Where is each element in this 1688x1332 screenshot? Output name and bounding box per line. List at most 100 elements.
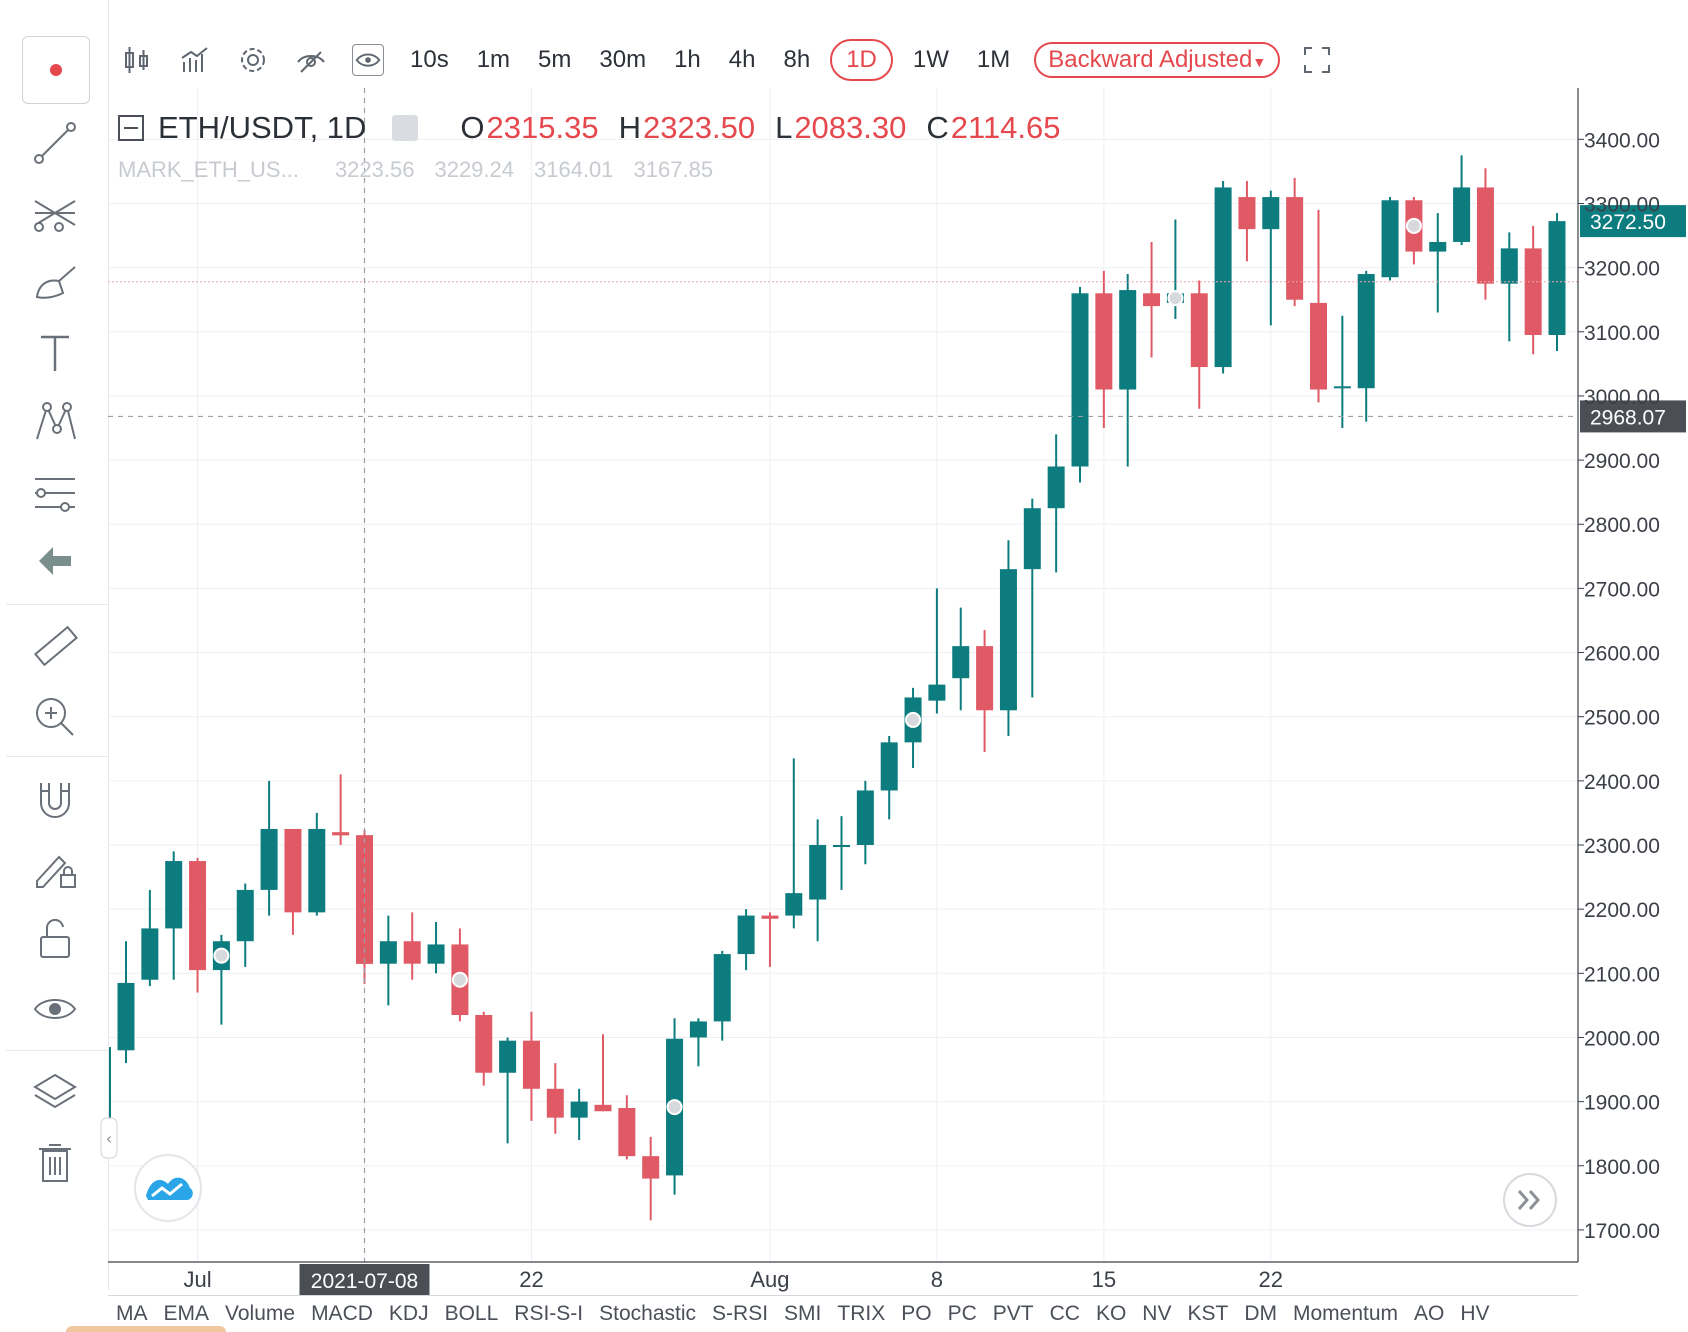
candle-body (499, 1040, 517, 1073)
fib-tool[interactable] (18, 182, 92, 244)
indicator-nv[interactable]: NV (1142, 1302, 1172, 1325)
settings-button[interactable] (236, 43, 270, 77)
indicator-po[interactable]: PO (901, 1302, 932, 1325)
drawing-toolbar (0, 0, 109, 1290)
candle-body (1357, 274, 1375, 389)
indicator-dm[interactable]: DM (1244, 1302, 1277, 1325)
indicator-smi[interactable]: SMI (784, 1302, 822, 1325)
interval-4h[interactable]: 4h (728, 46, 756, 73)
indicator-rsi-s-i[interactable]: RSI-S-I (514, 1302, 584, 1325)
indicators-button[interactable] (178, 43, 212, 77)
view-button[interactable] (352, 44, 384, 76)
interval-1mo[interactable]: 1M (976, 46, 1011, 73)
zoom-in-icon (36, 698, 74, 736)
fullscreen-button[interactable] (1300, 43, 1334, 77)
indicator-momentum[interactable]: Momentum (1293, 1302, 1399, 1325)
chart-axes: 1700.00 1800.00 1900.00 2000.00 2100.00 2200.… (108, 88, 1660, 1292)
y-tick-label: 2900.00 (1584, 450, 1660, 473)
collapse-handle[interactable] (100, 1117, 118, 1159)
indicator-ema[interactable]: EMA (163, 1302, 210, 1325)
delete-tool[interactable] (18, 1132, 92, 1194)
collapse-icon[interactable] (118, 115, 144, 141)
text-icon (41, 335, 69, 371)
cursor-tool[interactable] (22, 36, 90, 104)
interval-1h[interactable]: 1h (674, 46, 701, 73)
candle-body (1071, 293, 1089, 467)
indicator-s-rsi[interactable]: S-RSI (712, 1302, 769, 1325)
candle-body (1476, 187, 1494, 284)
indicator-boll[interactable]: BOLL (444, 1302, 499, 1325)
measure-tool[interactable] (18, 616, 92, 678)
y-tick-label: 2000.00 (1584, 1027, 1660, 1050)
series-settings-icon[interactable] (392, 115, 419, 141)
prediction-tool[interactable] (18, 462, 92, 524)
y-tick-label: 3400.00 (1584, 129, 1660, 152)
projection-icon (35, 478, 75, 512)
mark-low: 3164.01 (534, 157, 614, 182)
indicator-cc[interactable]: CC (1049, 1302, 1080, 1325)
dot-cursor-icon (50, 64, 62, 76)
interval-5m[interactable]: 5m (538, 46, 572, 73)
zoom-tool[interactable] (18, 686, 92, 748)
ruler-icon (34, 625, 78, 667)
indicator-pvt[interactable]: PVT (992, 1302, 1034, 1325)
candle-body (952, 646, 970, 679)
candle-body (141, 928, 159, 980)
close-value: 2114.65 (950, 110, 1061, 145)
y-tick-label: 2700.00 (1584, 578, 1660, 601)
candle-style-button[interactable] (120, 43, 154, 77)
event-marker (666, 1099, 683, 1116)
indicator-ko[interactable]: KO (1095, 1302, 1127, 1325)
indicator-volume[interactable]: Volume (225, 1302, 296, 1325)
close-key: C (926, 110, 949, 145)
scroll-to-latest-button[interactable] (1503, 1173, 1557, 1227)
indicator-trix[interactable]: TRIX (837, 1302, 886, 1325)
candle-body (189, 861, 207, 971)
indicator-stochastic[interactable]: Stochastic (599, 1302, 697, 1325)
bottom-tab[interactable] (66, 1326, 226, 1332)
interval-1m[interactable]: 1m (476, 46, 511, 73)
indicator-kdj[interactable]: KDJ (388, 1302, 429, 1325)
magnet-tool[interactable] (18, 768, 92, 830)
interval-10s[interactable]: 10s (410, 46, 449, 73)
interval-8h[interactable]: 8h (783, 46, 811, 73)
trend-line-tool[interactable] (18, 112, 92, 174)
interval-30m[interactable]: 30m (599, 46, 647, 73)
indicator-macd[interactable]: MACD (311, 1302, 373, 1325)
chevron-left-icon: ‹ (106, 1129, 112, 1148)
candle-body (1548, 221, 1566, 335)
visibility-tool[interactable] (18, 978, 92, 1040)
indicator-ao[interactable]: AO (1414, 1302, 1445, 1325)
indicator-chart-icon (181, 47, 208, 72)
candle-body (594, 1104, 612, 1112)
unlock-tool[interactable] (18, 908, 92, 970)
lock-drawing-tool[interactable] (18, 838, 92, 900)
indicator-pc[interactable]: PC (947, 1302, 977, 1325)
pattern-tool[interactable] (18, 392, 92, 454)
price-chart[interactable]: 2021-07-08 2968.07 3272.50 ‹ 1700.00 1800.00… (0, 0, 1688, 1295)
interval-1w[interactable]: 1W (912, 46, 949, 73)
indicator-kst[interactable]: KST (1187, 1302, 1229, 1325)
back-tool[interactable] (18, 530, 92, 592)
unlock-icon (40, 918, 70, 958)
brush-icon (35, 266, 76, 299)
candle-body (165, 861, 183, 929)
mark-high: 3229.24 (434, 157, 514, 182)
layers-tool[interactable] (18, 1062, 92, 1124)
indicator-ma[interactable]: MA (116, 1302, 148, 1325)
symbol-title: ETH/USDT, 1D (158, 110, 367, 145)
candle-body (427, 944, 445, 964)
event-marker (905, 711, 922, 728)
candle-body (713, 954, 731, 1022)
candle-body (1262, 197, 1280, 230)
candle-body (976, 646, 994, 711)
indicator-hv[interactable]: HV (1460, 1302, 1490, 1325)
candle-body (236, 889, 254, 942)
brush-tool[interactable] (18, 252, 92, 314)
candle-body (546, 1088, 564, 1118)
adjust-dropdown[interactable]: Backward Adjusted▼ (1034, 42, 1281, 78)
hide-drawings-button[interactable] (294, 43, 328, 77)
text-tool[interactable] (18, 322, 92, 384)
interval-1d[interactable]: 1D (830, 39, 893, 81)
